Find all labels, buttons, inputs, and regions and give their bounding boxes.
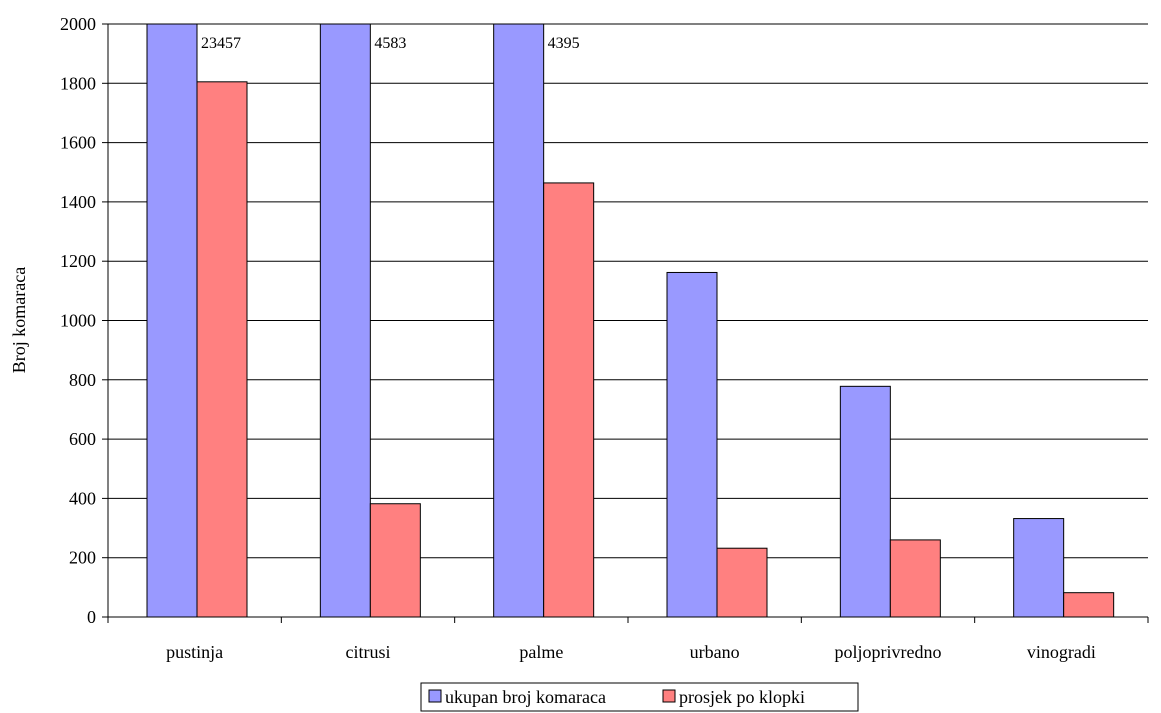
y-tick-label-0: 0 [87,607,96,627]
x-tick-label-palme: palme [519,642,563,662]
y-tick-label-400: 400 [69,488,96,508]
y-tick-labels: 0 200 400 600 800 1000 1200 1400 1600 1800 2000 [60,14,96,627]
data-labels: 23457 4583 4395 [201,35,580,52]
bar-pustinja-prosjek [196,81,248,618]
y-tick-label-2000: 2000 [60,14,96,34]
legend: ukupan broj komaraca prosjek po klopki [420,682,859,712]
legend-label-ukupan: ukupan broj komaraca [445,687,606,707]
bar-citrusi-prosjek [369,503,421,618]
x-tick-label-pustinja: pustinja [166,642,223,662]
y-tick-label-1800: 1800 [60,73,96,93]
bar-palme-prosjek [543,182,595,618]
bar-urbano-ukupan [666,271,718,618]
bar-pustinja-ukupan [146,23,198,618]
data-label-citrusi: 4583 [374,35,406,52]
y-tick-label-800: 800 [69,370,96,390]
bar-palme-ukupan [493,23,545,618]
y-tick-label-1200: 1200 [60,251,96,271]
y-tick-label-600: 600 [69,429,96,449]
grid-lines [108,23,1148,559]
x-tick-label-urbano: urbano [690,642,740,662]
bar-poljoprivredno-prosjek [889,539,941,618]
y-axis-label: Broj komaraca [9,267,29,373]
bar-vinogradi-prosjek [1063,592,1115,618]
y-tick-label-1000: 1000 [60,311,96,331]
axes [102,23,1149,623]
y-tick-label-1400: 1400 [60,192,96,212]
legend-swatch-ukupan [428,689,442,703]
x-tick-label-citrusi: citrusi [346,642,391,662]
legend-box [420,682,859,712]
legend-label-prosjek: prosjek po klopki [679,687,805,707]
bar-poljoprivredno-ukupan [839,385,891,618]
bar-vinogradi-ukupan [1013,518,1065,618]
y-tick-label-1600: 1600 [60,133,96,153]
data-label-palme: 4395 [548,35,580,52]
x-tick-labels: pustinja citrusi palme urbano poljoprivredno… [166,642,1096,662]
x-tick-label-vinogradi: vinogradi [1027,642,1096,662]
bar-urbano-prosjek [716,547,768,618]
bar-citrusi-ukupan [319,23,371,618]
data-label-pustinja: 23457 [201,35,241,52]
x-tick-label-poljoprivredno: poljoprivredno [835,642,942,662]
y-tick-label-200: 200 [69,548,96,568]
legend-swatch-prosjek [662,689,676,703]
